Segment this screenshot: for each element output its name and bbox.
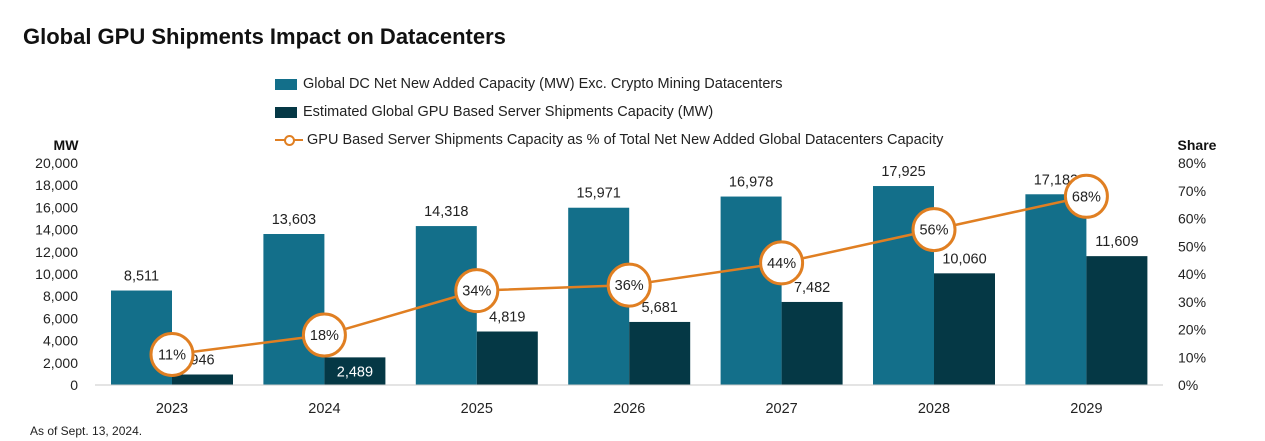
y-tick-label-left: 10,000 [35,266,78,282]
x-tick-label-2025: 2025 [461,401,493,417]
x-tick-label-2023: 2023 [156,401,188,417]
y-axis-title-left: MW [54,137,80,153]
share-marker-2026 [606,262,652,308]
data-label-gpu-capacity-2028: 10,060 [942,251,986,267]
y-tick-label-left: 4,000 [43,333,78,349]
legend-swatch-dc-capacity [275,78,297,90]
legend-label-share: GPU Based Server Shipments Capacity as %… [307,132,944,148]
bar-gpu-capacity-2027 [781,301,843,385]
share-label-2028: 56% [919,223,948,239]
bar-dc-capacity-2029 [1025,194,1087,385]
share-label-2027: 44% [767,256,796,272]
data-label-dc-capacity-2024: 13,603 [272,212,316,228]
share-marker-2023 [149,331,195,377]
data-label-gpu-capacity-2024: 2,489 [337,364,373,380]
bar-gpu-capacity-2029 [1086,256,1148,385]
y-tick-label-left: 16,000 [35,199,78,215]
share-label-2029: 68% [1072,189,1101,205]
bar-dc-capacity-2027 [720,196,782,385]
bar-gpu-capacity-2023 [172,374,233,385]
y-tick-label-left: 18,000 [35,177,78,193]
y-axis-right: 0% 10% 20% 30% 40% 50% 60% 70% 80% [1178,155,1206,393]
y-tick-label-right: 0% [1178,377,1198,393]
share-marker-2028 [911,207,957,253]
data-label-gpu-capacity-2023: 946 [190,352,214,368]
share-marker-2024 [301,312,347,358]
data-label-dc-capacity-2028: 17,925 [881,164,925,180]
x-tick-label-2026: 2026 [613,401,645,417]
y-tick-label-left: 6,000 [43,310,78,326]
y-tick-label-left: 2,000 [43,355,78,371]
footnote: As of Sept. 13, 2024. [30,424,143,438]
share-label-2023: 11% [158,347,186,363]
x-axis: 2023 2024 2025 2026 2027 2028 2029 [156,401,1103,417]
legend-item-share: GPU Based Server Shipments Capacity as %… [275,126,943,154]
share-label-2024: 18% [310,328,339,344]
y-tick-label-right: 40% [1178,266,1206,282]
bar-gpu-capacity-2028 [934,273,995,385]
legend: Global DC Net New Added Capacity (MW) Ex… [275,70,943,154]
data-label-gpu-capacity-2029: 11,609 [1095,234,1138,250]
data-label-dc-capacity-2029: 17,182 [1034,172,1078,188]
share-marker-2027 [759,240,805,286]
legend-label-gpu-capacity: Estimated Global GPU Based Server Shipme… [303,104,714,120]
bar-gpu-capacity-2025 [476,331,538,385]
y-tick-label-right: 10% [1178,349,1206,365]
chart-title: Global GPU Shipments Impact on Datacente… [23,24,506,49]
bars: 8,511 946 13,603 2,489 14,318 4,819 15,971 5,68… [111,164,1148,385]
y-tick-label-right: 20% [1178,322,1206,338]
y-axis-left: 0 2,000 4,000 6,000 8,000 10,000 12,000 14,000 1… [35,155,78,393]
y-tick-label-left: 20,000 [35,155,78,171]
y-tick-label-right: 30% [1178,294,1206,310]
bar-gpu-capacity-2024 [324,357,386,385]
x-tick-label-2024: 2024 [308,401,340,417]
share-label-2026: 36% [615,278,644,294]
bar-gpu-capacity-2026 [629,321,691,385]
y-tick-label-right: 80% [1178,155,1206,171]
x-tick-label-2029: 2029 [1070,401,1102,417]
share-marker-2025 [454,268,500,314]
legend-swatch-share [275,133,303,147]
legend-item-gpu-capacity: Estimated Global GPU Based Server Shipme… [275,98,943,126]
share-label-2025: 34% [462,284,491,300]
y-tick-label-right: 60% [1178,211,1206,227]
data-label-dc-capacity-2023: 8,511 [124,269,159,285]
data-label-gpu-capacity-2027: 7,482 [794,280,830,296]
legend-item-dc-capacity: Global DC Net New Added Capacity (MW) Ex… [275,70,943,98]
y-tick-label-left: 14,000 [35,222,78,238]
data-label-dc-capacity-2026: 15,971 [577,186,621,202]
x-tick-label-2028: 2028 [918,401,950,417]
y-tick-label-right: 70% [1178,183,1206,199]
y-axis-title-right: Share [1178,137,1217,153]
bar-dc-capacity-2024 [263,234,325,385]
x-tick-label-2027: 2027 [765,401,797,417]
share-marker-2029 [1063,173,1109,219]
legend-label-dc-capacity: Global DC Net New Added Capacity (MW) Ex… [303,76,783,92]
y-tick-label-left: 0 [70,377,78,393]
data-label-gpu-capacity-2025: 4,819 [489,310,525,326]
y-tick-label-right: 50% [1178,238,1206,254]
legend-swatch-gpu-capacity [275,106,297,118]
data-label-dc-capacity-2027: 16,978 [729,175,773,191]
data-label-dc-capacity-2025: 14,318 [424,204,468,220]
data-label-gpu-capacity-2026: 5,681 [642,300,678,316]
y-tick-label-left: 8,000 [43,288,78,304]
y-tick-label-left: 12,000 [35,244,78,260]
share-line-series: 11% 18% 34% 36% 44% 56% 68% [149,173,1109,377]
